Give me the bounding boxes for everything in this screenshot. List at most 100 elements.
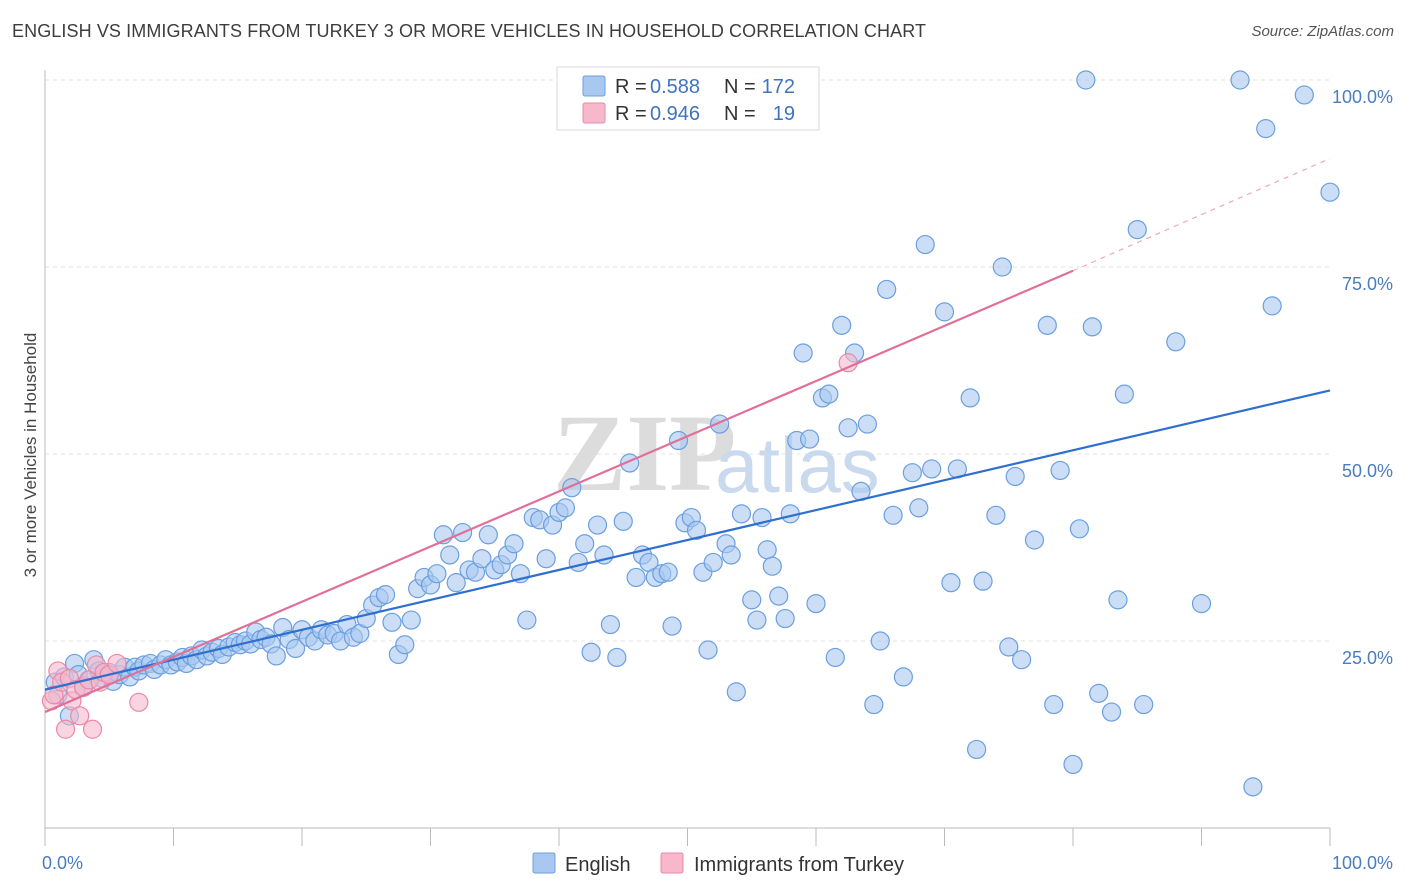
point-turkey-8 <box>70 706 90 726</box>
point-english-151 <box>967 739 987 760</box>
point-english-119 <box>747 610 767 630</box>
point-english-117 <box>731 504 752 524</box>
bottom-legend: English Immigrants from Turkey <box>532 852 904 876</box>
point-english-93 <box>587 515 608 535</box>
point-english-177 <box>1262 296 1282 316</box>
trend-lines <box>44 157 1331 714</box>
point-english-80 <box>504 534 524 554</box>
point-english-63 <box>395 635 415 655</box>
point-english-91 <box>575 534 595 554</box>
point-english-112 <box>703 552 723 573</box>
legend-box: R = 0.588 N = 172 R = 0.946 N = 19 <box>556 66 820 131</box>
point-english-109 <box>686 520 707 540</box>
point-english-172 <box>1166 332 1186 352</box>
point-english-156 <box>1005 466 1025 487</box>
point-english-127 <box>793 343 813 363</box>
point-english-168 <box>1108 590 1128 610</box>
point-english-141 <box>883 505 903 525</box>
point-english-161 <box>1050 460 1070 481</box>
point-english-144 <box>909 498 929 518</box>
point-english-173 <box>1191 593 1212 614</box>
point-english-111 <box>698 640 718 660</box>
point-english-43 <box>266 646 286 666</box>
series-english-points <box>45 70 1340 797</box>
point-english-137 <box>857 414 878 434</box>
point-english-176 <box>1256 119 1276 139</box>
point-english-146 <box>922 459 942 479</box>
legend-r-label-english: R = <box>615 76 647 98</box>
point-english-175 <box>1243 777 1263 797</box>
point-turkey-16 <box>107 653 127 674</box>
point-english-163 <box>1069 519 1090 539</box>
bottom-legend-swatch-english <box>532 852 556 874</box>
point-turkey-17 <box>129 692 149 712</box>
point-english-150 <box>960 388 980 408</box>
legend-swatch-english <box>582 75 606 97</box>
point-english-60 <box>375 585 396 605</box>
point-english-68 <box>427 564 447 584</box>
point-english-145 <box>915 234 935 255</box>
point-english-166 <box>1089 683 1109 703</box>
point-english-170 <box>1127 220 1147 240</box>
y-tick-labels: 25.0% 50.0% 75.0% 100.0% <box>1332 87 1393 668</box>
point-english-155 <box>999 637 1019 657</box>
y-tick-label-2: 75.0% <box>1342 274 1393 294</box>
point-english-123 <box>769 586 789 606</box>
y-tick-label-3: 100.0% <box>1332 87 1393 107</box>
point-english-96 <box>607 647 627 668</box>
legend-swatch-turkey <box>582 102 606 124</box>
point-english-118 <box>742 590 762 610</box>
point-english-92 <box>581 642 601 662</box>
point-english-105 <box>662 616 682 636</box>
point-english-133 <box>832 315 852 335</box>
x-tick-label-max: 100.0% <box>1332 853 1393 873</box>
trendline-turkey-extension <box>1072 157 1331 272</box>
point-english-153 <box>986 505 1006 525</box>
point-english-148 <box>941 573 961 593</box>
point-english-143 <box>902 463 922 483</box>
point-english-158 <box>1024 530 1045 550</box>
point-english-46 <box>285 638 306 659</box>
point-english-171 <box>1134 694 1154 715</box>
point-english-95 <box>600 614 621 635</box>
point-english-152 <box>973 571 993 591</box>
point-english-115 <box>721 545 741 565</box>
legend-n-value-english: 172 <box>762 76 795 98</box>
chart-title: ENGLISH VS IMMIGRANTS FROM TURKEY 3 OR M… <box>12 21 927 41</box>
point-english-132 <box>825 647 845 668</box>
point-english-138 <box>864 694 884 715</box>
point-english-99 <box>626 567 646 588</box>
watermark: ZIP atlas <box>553 392 880 514</box>
point-english-128 <box>799 429 820 449</box>
bottom-legend-swatch-turkey <box>660 852 684 874</box>
point-english-174 <box>1230 70 1250 90</box>
point-turkey-11 <box>82 719 103 739</box>
legend-r-value-turkey: 0.946 <box>650 103 700 125</box>
point-english-162 <box>1063 754 1083 775</box>
legend-n-label-english: N = <box>724 76 756 98</box>
point-english-76 <box>478 525 498 545</box>
source-label: Source: ZipAtlas.com <box>1251 23 1394 40</box>
point-english-61 <box>382 612 402 632</box>
bottom-legend-label-english: English <box>565 854 631 876</box>
point-english-154 <box>992 257 1012 277</box>
point-english-147 <box>934 302 955 322</box>
legend-n-label-turkey: N = <box>724 103 756 125</box>
point-english-165 <box>1082 317 1102 337</box>
legend-r-label-turkey: R = <box>615 103 647 125</box>
point-english-179 <box>1320 182 1340 202</box>
y-tick-label-1: 50.0% <box>1342 461 1393 481</box>
trendline-turkey <box>44 269 1074 714</box>
point-english-142 <box>893 667 913 687</box>
legend-n-value-turkey: 19 <box>773 103 795 125</box>
point-english-159 <box>1037 315 1057 335</box>
point-english-160 <box>1044 694 1064 715</box>
point-english-85 <box>536 549 556 569</box>
point-english-75 <box>472 549 492 569</box>
point-english-70 <box>440 545 460 565</box>
y-axis-label: 3 or more Vehicles in Household <box>21 333 40 578</box>
grid-lines <box>45 79 1330 642</box>
watermark-zip: ZIP <box>553 392 736 514</box>
point-english-64 <box>401 610 421 630</box>
